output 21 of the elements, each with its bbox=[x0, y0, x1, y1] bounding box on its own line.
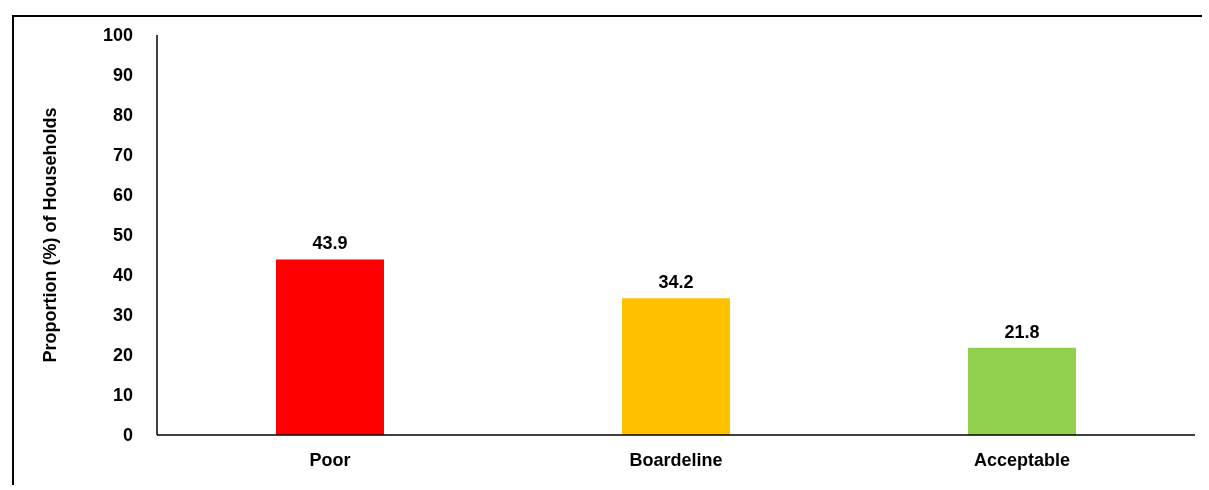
bar bbox=[968, 347, 1076, 435]
y-tick-label: 40 bbox=[112, 265, 133, 286]
y-tick-label: 20 bbox=[112, 345, 133, 366]
y-axis-title: Proportion (%) of Households bbox=[40, 107, 61, 363]
y-tick-label: 80 bbox=[112, 105, 133, 126]
y-tick-label: 100 bbox=[102, 25, 133, 46]
data-label: 34.2 bbox=[658, 272, 694, 293]
y-tick-label: 60 bbox=[112, 185, 133, 206]
y-tick-label: 30 bbox=[112, 305, 133, 326]
y-tick-label: 0 bbox=[122, 425, 133, 446]
y-tick-label: 50 bbox=[112, 225, 133, 246]
data-label: 43.9 bbox=[312, 233, 348, 254]
bar bbox=[622, 298, 730, 435]
bar bbox=[276, 259, 384, 435]
y-tick-label: 10 bbox=[112, 385, 133, 406]
x-tick-label: Poor bbox=[309, 449, 351, 470]
y-tick-label: 70 bbox=[112, 145, 133, 166]
data-label: 21.8 bbox=[1004, 321, 1040, 342]
y-tick-label: 90 bbox=[112, 65, 133, 86]
x-tick-label: Acceptable bbox=[973, 449, 1071, 470]
x-tick-label: Boardeline bbox=[629, 449, 723, 470]
